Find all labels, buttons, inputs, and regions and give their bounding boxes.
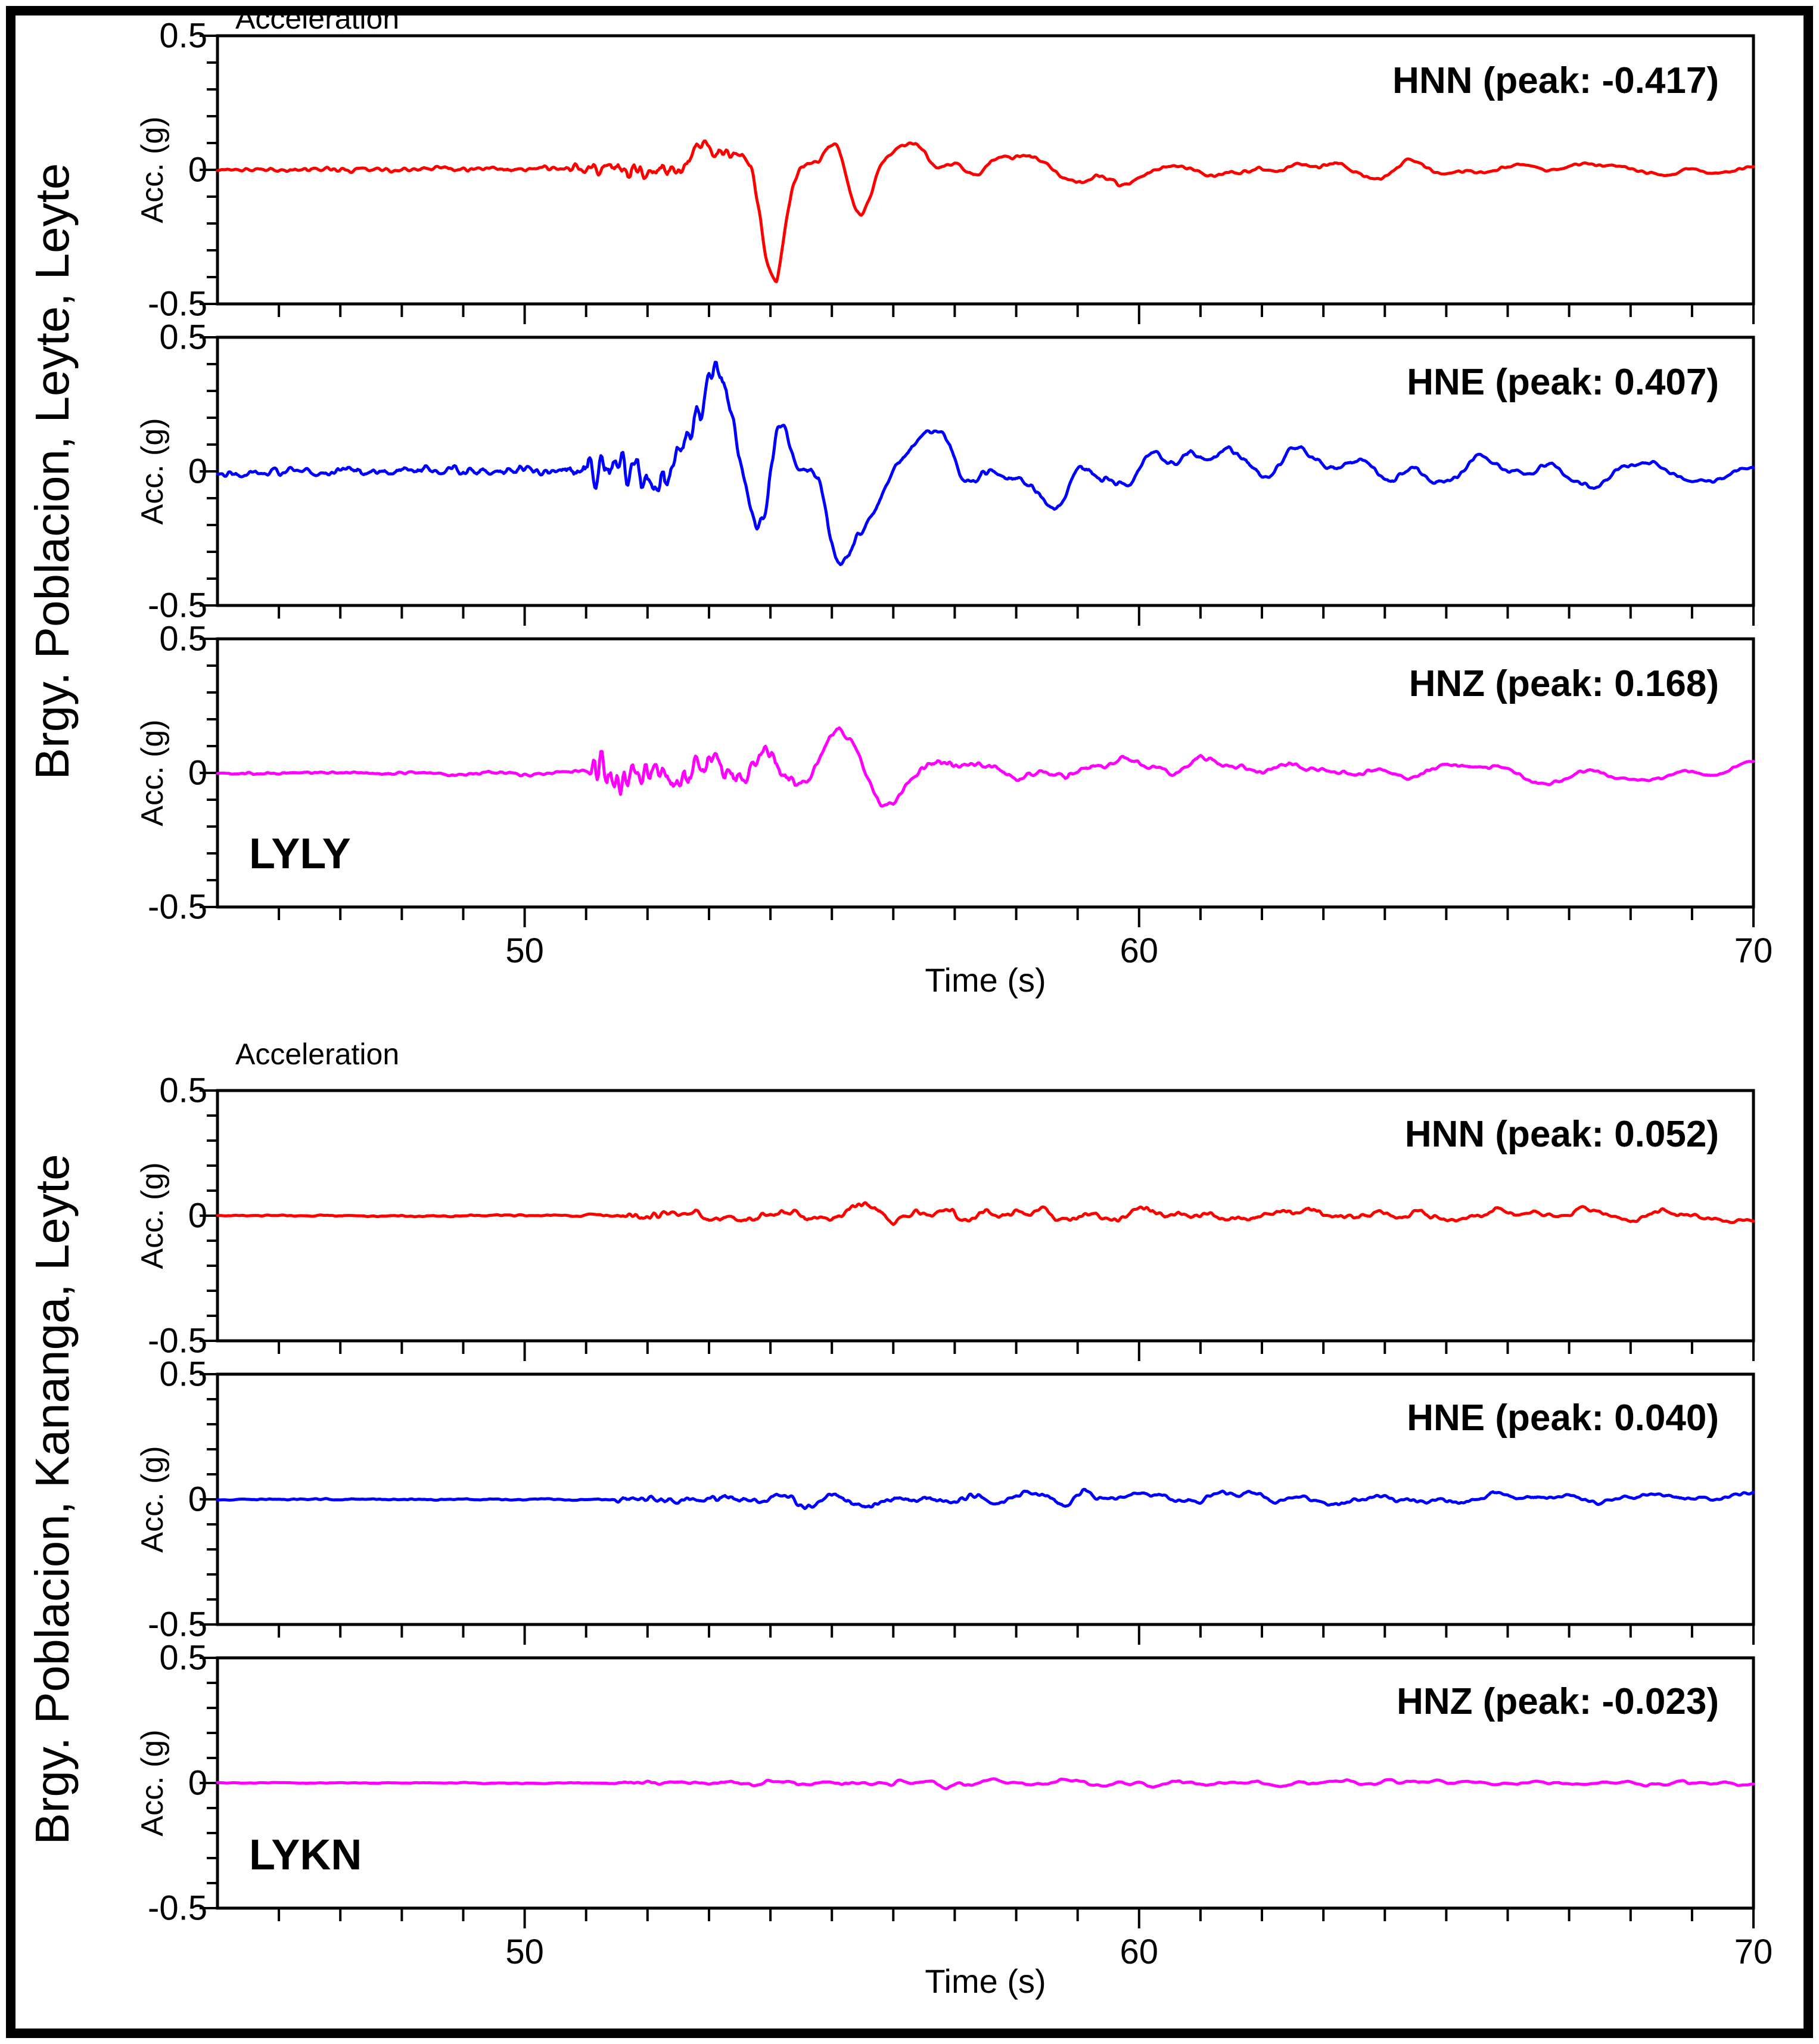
channel-label-lyly-hnn: HNN (peak: -0.417) [1392,60,1719,101]
waveform-lykn-hnn [216,1201,1755,1226]
axis-ticks [200,638,1755,927]
y-axis-label: Acc. (g) [135,116,170,223]
subplot-lykn-hne [200,1372,1755,1645]
subplot-lyly-hnz [200,637,1755,927]
waveform-lykn-hnz [216,1777,1755,1791]
x-tick-label: 70 [1734,931,1773,970]
y-tick-label: 0.5 [159,619,207,658]
subplot-lyly-hnn [200,34,1755,324]
subplot-lykn-hnz [200,1656,1755,1928]
x-tick-label: 50 [505,931,544,970]
axis-ticks [200,336,1755,626]
y-tick-label: 0 [188,1480,207,1519]
waveform-lykn-hne [216,1487,1755,1510]
axis-ticks [200,35,1755,324]
y-tick-label: 0 [188,753,207,793]
x-axis-label: Time (s) [925,961,1046,999]
channel-label-lyly-hne: HNE (peak: 0.407) [1407,362,1719,403]
y-tick-label: -0.5 [148,887,207,927]
y-tick-label: 0.5 [159,318,207,357]
y-tick-label: 0 [188,150,207,190]
x-tick-label: 60 [1120,1933,1159,1971]
y-tick-label: 0.5 [159,16,207,55]
y-tick-label: 0.5 [159,1355,207,1394]
y-tick-label: -0.5 [148,1321,207,1360]
y-tick-label: -0.5 [148,1888,207,1928]
axis-ticks [200,1373,1755,1645]
x-tick-label: 60 [1120,931,1159,970]
x-axis-label: Time (s) [925,1962,1046,2000]
channel-label-lyly-hnz: HNZ (peak: 0.168) [1408,663,1719,704]
y-tick-label: -0.5 [148,1605,207,1644]
waveform-lyly-hne [216,361,1755,566]
y-tick-label: 0 [188,1763,207,1803]
axis-ticks [200,1657,1755,1928]
figure-frame [6,6,1813,2038]
y-tick-label: 0 [188,452,207,491]
y-axis-label: Acc. (g) [135,1446,170,1553]
y-axis-label: Acc. (g) [135,1729,170,1837]
station-code-lykn: LYKN [249,1831,362,1879]
x-tick-label: 50 [505,1933,544,1971]
subplot-lykn-hnn [200,1089,1755,1361]
axis-ticks [200,1089,1755,1361]
y-axis-label: Acc. (g) [135,719,170,827]
waveform-lyly-hnn [216,139,1755,284]
channel-label-lykn-hnn: HNN (peak: 0.052) [1404,1114,1719,1155]
station-code-lyly: LYLY [249,830,351,878]
y-tick-label: -0.5 [148,586,207,625]
station-name-lyly: Brgy. Poblacion, Leyte, Leyte [26,163,79,780]
y-tick-label: 0.5 [159,1071,207,1110]
station-name-lykn: Brgy. Poblacion, Kananga, Leyte [26,1154,79,1845]
plot-title-acceleration-top: Acceleration [235,2,400,35]
y-tick-label: -0.5 [148,284,207,324]
subplot-lyly-hne [200,336,1755,626]
waveform-lyly-hnz [216,726,1755,808]
x-tick-label: 70 [1734,1933,1773,1971]
y-tick-label: 0 [188,1196,207,1235]
y-tick-label: 0.5 [159,1638,207,1678]
y-axis-label: Acc. (g) [135,418,170,525]
channel-label-lykn-hnz: HNZ (peak: -0.023) [1397,1681,1719,1722]
channel-label-lykn-hne: HNE (peak: 0.040) [1407,1397,1719,1439]
y-axis-label: Acc. (g) [135,1162,170,1269]
plot-title-acceleration-bottom: Acceleration [235,1037,400,1071]
